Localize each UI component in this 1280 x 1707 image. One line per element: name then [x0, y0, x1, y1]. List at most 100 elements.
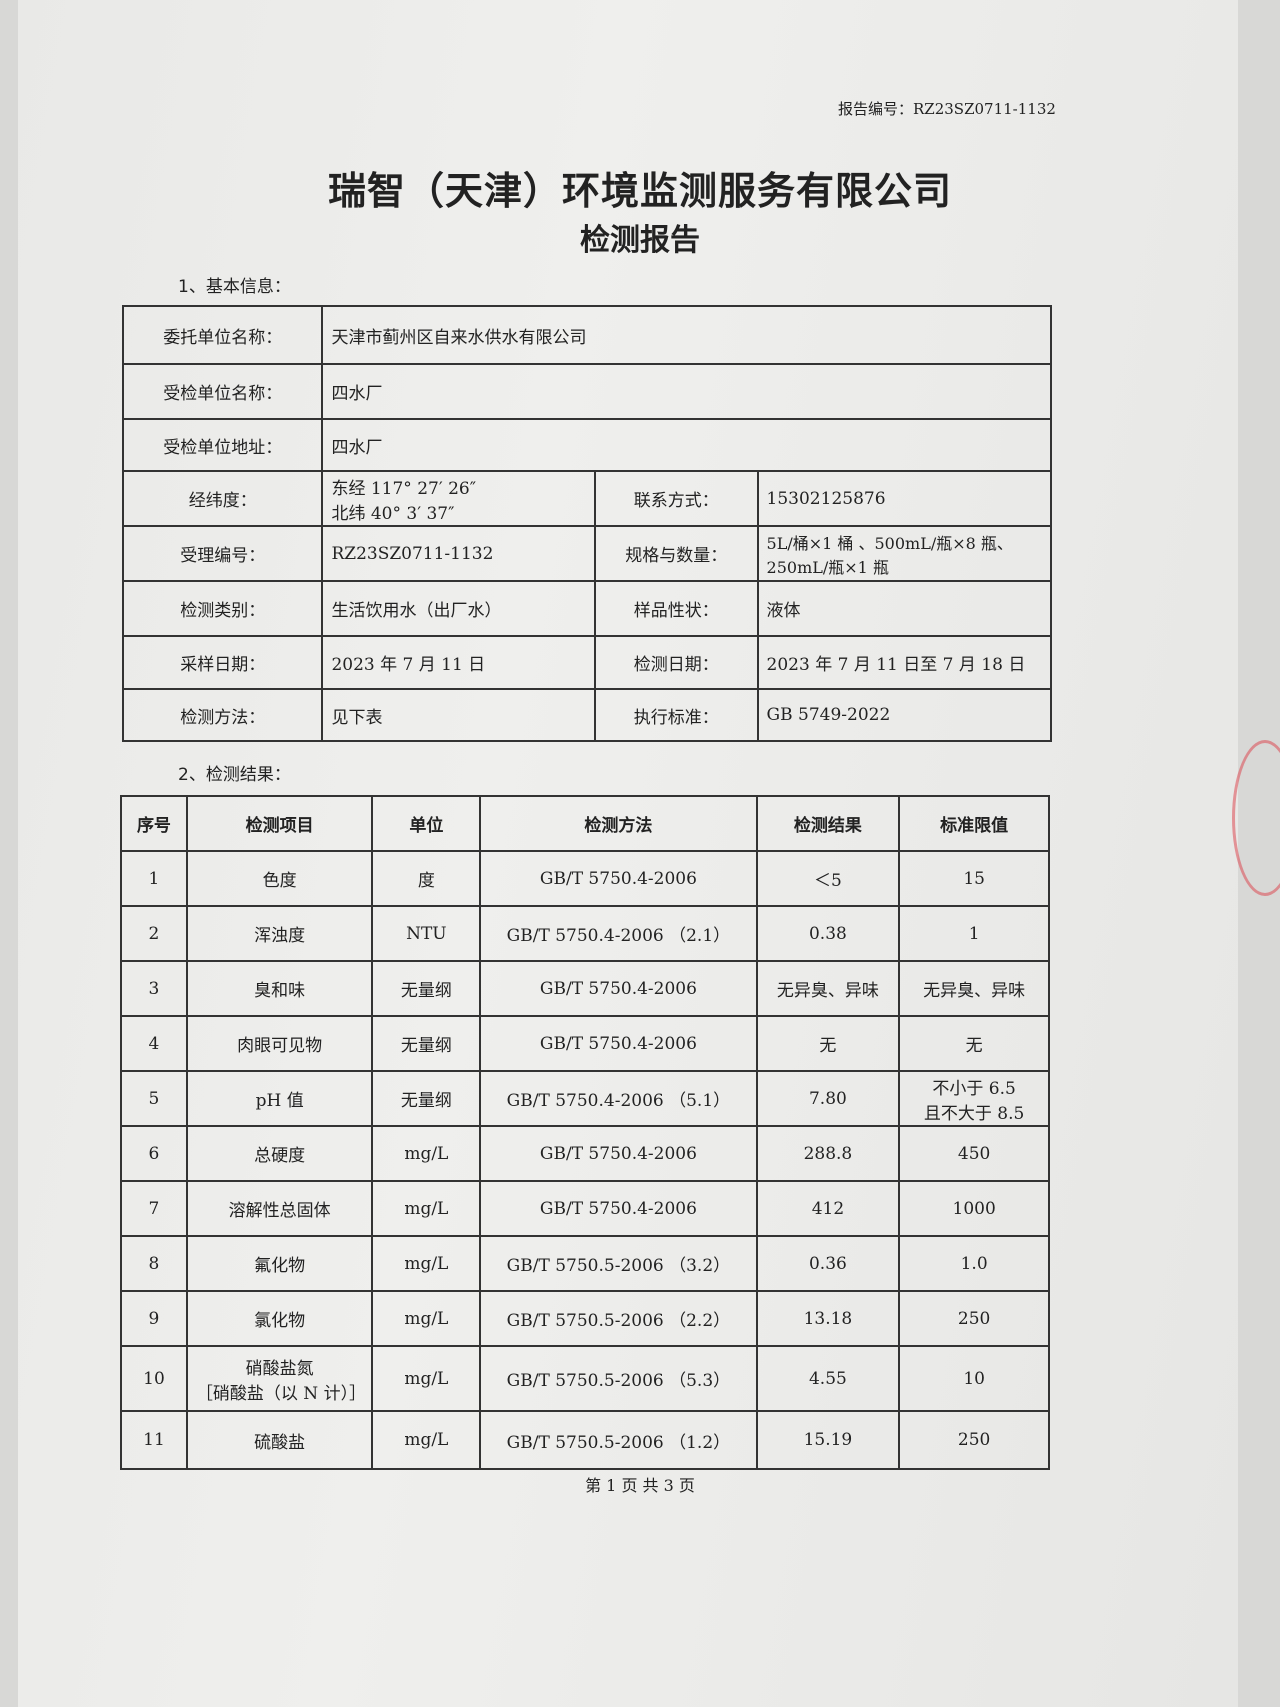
cell-text: 1 [148, 868, 160, 889]
basic-info-table: 委托单位名称： 天津市蓟州区自来水供水有限公司 受检单位名称： 四水厂 受检单位地址… [121, 305, 1053, 742]
table-cell: GB/T 5750.5-2006 （3.2） [479, 1235, 758, 1292]
table-cell: 0.36 [755, 1235, 901, 1292]
cell-text: GB/T 5750.4-2006 [539, 978, 697, 999]
cell-text: 无量纲 [400, 981, 452, 1001]
cell-text: 总硬度 [254, 1146, 306, 1166]
cell-text: 250 [957, 1308, 991, 1329]
cell-text: 4 [148, 1033, 160, 1054]
table-cell: 无 [755, 1015, 901, 1072]
value: 2023 年 7 月 11 日至 7 月 18 日 [756, 635, 1053, 690]
cell-text: 10 [963, 1368, 985, 1389]
table-cell: 溶解性总固体 [185, 1180, 374, 1237]
document-title: 检测报告 [580, 223, 700, 258]
cell-text: 无异臭、异味 [776, 981, 879, 1001]
table-cell: GB/T 5750.4-2006 [479, 1180, 758, 1237]
table-row: 8 氟化物 mg/L GB/T 5750.5-2006 （3.2） 0.36 1.0 [120, 1235, 1050, 1292]
cell-text: mg/L [404, 1308, 449, 1329]
cell-text: 15 [963, 868, 985, 889]
label: 检测方法： [121, 688, 324, 742]
page-footer: 第 1 页 共 3 页 [585, 1476, 695, 1495]
value: RZ23SZ0711-1132 [321, 525, 596, 582]
table-cell: pH 值 [185, 1070, 374, 1127]
spec-line: 5L/桶×1 桶 、500mL/瓶×8 瓶、 [766, 533, 1013, 553]
cell-text: 4.55 [808, 1368, 847, 1389]
table-cell: mg/L [371, 1410, 482, 1470]
cell-text: 0.38 [808, 923, 847, 944]
cell-text: GB/T 5750.4-2006 [539, 1198, 697, 1219]
label: 采样日期： [121, 635, 324, 690]
cell-text: 肉眼可见物 [237, 1036, 323, 1056]
table-cell: 250 [898, 1410, 1050, 1470]
cell-text: 3 [148, 978, 160, 999]
table-cell: 412 [755, 1180, 901, 1237]
value: 四水厂 [321, 363, 1052, 420]
cell-text: 9 [148, 1308, 160, 1329]
table-cell: 无异臭、异味 [755, 960, 901, 1017]
red-seal-stamp [1232, 740, 1280, 896]
latitude: 北纬 40° 3′ 37″ [331, 503, 455, 524]
column-header: 检测结果 [755, 795, 901, 852]
table-cell: 9 [120, 1290, 188, 1347]
cell-text: 288.8 [803, 1143, 853, 1164]
cell-text: 硝酸盐氮 [245, 1358, 314, 1379]
table-cell: 7 [120, 1180, 188, 1237]
table-cell: 4 [120, 1015, 188, 1072]
cell-text: ＜5 [814, 871, 842, 891]
value: 2023 年 7 月 11 日 [321, 635, 596, 690]
label: 执行标准： [593, 688, 759, 742]
table-cell: 288.8 [755, 1125, 901, 1182]
table-row: 1 色度 度 GB/T 5750.4-2006 ＜5 15 [120, 850, 1050, 907]
label: 受理编号： [121, 525, 324, 582]
cell-text: 不小于 6.5 [932, 1078, 1016, 1099]
table-cell: 1.0 [898, 1235, 1050, 1292]
table-cell: 11 [120, 1410, 188, 1470]
table-cell: 1000 [898, 1180, 1050, 1237]
cell-text: 2 [148, 923, 160, 944]
cell-text: 250 [957, 1430, 991, 1450]
table-cell: 无量纲 [371, 960, 482, 1017]
cell-text: 氯化物 [254, 1311, 306, 1331]
label: 检测日期： [593, 635, 759, 690]
cell-text: 7.80 [808, 1088, 847, 1109]
value: GB 5749-2022 [756, 688, 1053, 742]
table-cell: 10 [120, 1345, 188, 1412]
label: 经纬度： [121, 470, 324, 527]
cell-text: 15.19 [803, 1430, 853, 1450]
table-cell: GB/T 5750.4-2006 [479, 1125, 758, 1182]
cell-text: 硫酸盐 [254, 1432, 306, 1453]
table-cell: GB/T 5750.4-2006 [479, 1015, 758, 1072]
table-cell: 无异臭、异味 [898, 960, 1050, 1017]
cell-text: 度 [417, 871, 435, 891]
table-cell: 4.55 [755, 1345, 901, 1412]
cell-text: GB/T 5750.4-2006 [539, 1143, 697, 1164]
label: 委托单位名称： [121, 305, 324, 365]
cell-text: 无 [965, 1036, 983, 1056]
table-row: 7 溶解性总固体 mg/L GB/T 5750.4-2006 412 1000 [120, 1180, 1050, 1237]
value: 液体 [756, 580, 1053, 637]
cell-text: GB/T 5750.4-2006 （2.1） [506, 926, 731, 946]
table-cell: 13.18 [755, 1290, 901, 1347]
column-header: 标准限值 [898, 795, 1050, 852]
spec-line: 250mL/瓶×1 瓶 [766, 557, 889, 577]
table-cell: ＜5 [755, 850, 901, 907]
table-cell: GB/T 5750.4-2006 （2.1） [479, 905, 758, 962]
label: 受检单位地址： [121, 418, 324, 472]
table-cell: GB/T 5750.5-2006 （5.3） [479, 1345, 758, 1412]
label: 样品性状： [593, 580, 759, 637]
cell-text: GB/T 5750.5-2006 （1.2） [506, 1432, 731, 1453]
table-cell: 6 [120, 1125, 188, 1182]
table-cell: 2 [120, 905, 188, 962]
table-cell: 总硬度 [185, 1125, 374, 1182]
table-cell: GB/T 5750.5-2006 （2.2） [479, 1290, 758, 1347]
cell-text: 450 [957, 1143, 991, 1164]
cell-text: 6 [148, 1143, 160, 1164]
table-cell: 无量纲 [371, 1070, 482, 1127]
cell-text: GB/T 5750.5-2006 （3.2） [506, 1256, 731, 1276]
value: 四水厂 [321, 418, 1052, 472]
table-cell: NTU [371, 905, 482, 962]
table-row: 3 臭和味 无量纲 GB/T 5750.4-2006 无异臭、异味 无异臭、异味 [120, 960, 1050, 1017]
cell-text: mg/L [404, 1253, 449, 1274]
cell-text: GB/T 5750.5-2006 （2.2） [506, 1311, 731, 1331]
cell-text: 5 [148, 1088, 160, 1109]
column-header: 检测项目 [185, 795, 374, 852]
